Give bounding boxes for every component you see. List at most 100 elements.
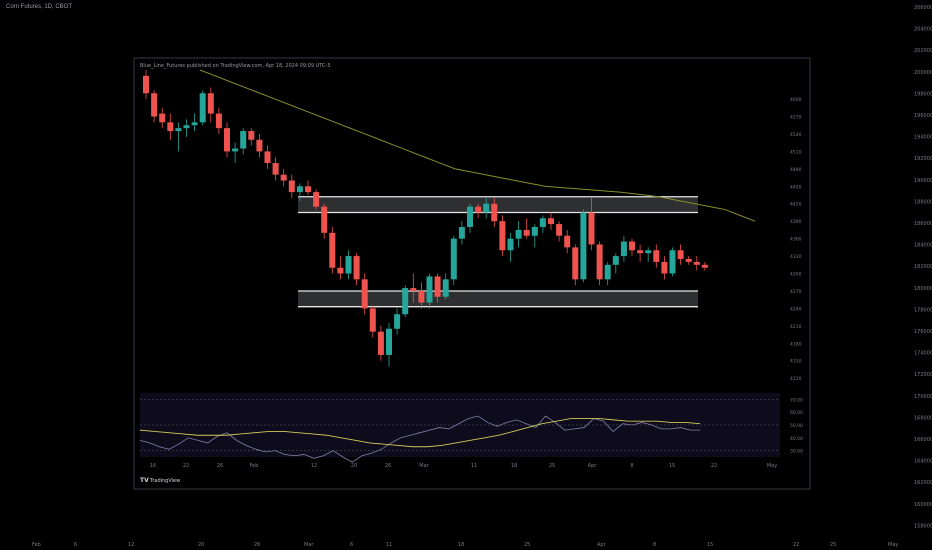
candle: [629, 238, 635, 257]
candle: [264, 145, 271, 169]
rsi-label: 40.00: [790, 436, 803, 442]
candle: [491, 197, 498, 227]
outer-time-label: 8: [653, 542, 656, 548]
candle: [159, 107, 166, 129]
candle: [288, 174, 295, 198]
outer-price-label: 168000: [914, 415, 932, 421]
candle: [612, 253, 619, 274]
rsi-line: [139, 415, 700, 463]
candle: [531, 224, 538, 248]
price-label: 4540: [790, 132, 802, 138]
outer-price-label: 188000: [914, 199, 932, 205]
candle: [685, 256, 692, 265]
outer-price-label: 206000: [914, 5, 932, 11]
outer-price-label: 192000: [914, 156, 932, 162]
outer-price-label: 202000: [914, 48, 932, 54]
price-label: 4240: [790, 306, 802, 312]
outer-time-label: 11: [386, 542, 392, 548]
candle: [418, 282, 425, 309]
inner-time-axis: 16 22 26 Feb 12 20 26 Mar 11 18 25 Apr 8 15 22 May: [150, 463, 777, 469]
outer-time-label: Apr: [597, 542, 607, 548]
outer-price-label: 172000: [914, 372, 932, 378]
price-label: 4270: [790, 289, 802, 295]
candle: [386, 322, 392, 367]
candle: [653, 244, 660, 268]
candle: [548, 212, 554, 230]
candle: [523, 218, 530, 239]
time-label: 20: [351, 463, 357, 469]
outer-price-axis: 206000 204000 202000 200000 198000 196000 1940…: [914, 5, 932, 529]
outer-time-label: 12: [128, 542, 134, 548]
candle: [175, 122, 182, 152]
price-axis: 4600 4570 4540 4510 4480 4450 4420 4390 4360 4330…: [790, 97, 802, 382]
candle: [337, 256, 344, 280]
price-label: 4150: [790, 359, 802, 365]
outer-price-label: 162000: [914, 480, 932, 486]
outer-time-label: 25: [524, 542, 530, 548]
candlesticks: [143, 70, 708, 367]
candle: [604, 261, 611, 286]
candle: [353, 253, 360, 286]
candle: [369, 305, 376, 338]
candle: [596, 241, 603, 286]
outer-time-label: May: [888, 542, 898, 548]
outer-time-label: 18: [458, 542, 464, 548]
candle: [313, 189, 320, 210]
price-label: 4210: [790, 324, 802, 330]
candle: [677, 244, 684, 265]
outer-price-label: 158000: [914, 523, 932, 529]
candle: [191, 113, 198, 132]
candle: [661, 256, 668, 280]
candle: [151, 90, 158, 123]
candle: [556, 221, 563, 242]
outer-price-label: 166000: [914, 437, 932, 443]
time-label: May: [767, 463, 777, 469]
outer-time-label: 22: [793, 542, 799, 548]
candle: [345, 250, 352, 280]
candle: [539, 215, 546, 233]
time-label: 18: [511, 463, 517, 469]
candle: [467, 203, 473, 233]
candle: [507, 232, 514, 262]
zone-fill: [298, 196, 698, 213]
zone-fill: [298, 290, 698, 307]
symbol-title: Corn Futures, 1D, CBOT: [6, 4, 73, 10]
brand-name: TradingView: [149, 478, 180, 484]
candle: [669, 247, 676, 277]
candle: [329, 227, 336, 274]
candle: [701, 261, 708, 271]
price-label: 4420: [790, 202, 802, 208]
outer-price-label: 190000: [914, 178, 932, 184]
candle: [693, 256, 700, 271]
time-label: Apr: [588, 463, 598, 469]
candle: [637, 244, 644, 262]
outer-price-label: 186000: [914, 221, 932, 227]
outer-price-label: 174000: [914, 351, 932, 357]
time-label: 25: [549, 463, 555, 469]
price-label: 4510: [790, 149, 802, 155]
rsi-label: 30.00: [790, 449, 803, 455]
candle: [240, 128, 247, 155]
rsi-axis: 70.00 60.00 50.00 40.00 30.00: [790, 397, 803, 454]
time-label: 22: [711, 463, 717, 469]
candle: [434, 273, 441, 303]
time-label: 16: [150, 463, 156, 469]
outer-time-label: Feb: [32, 542, 41, 548]
outer-price-label: 170000: [914, 394, 932, 400]
candle: [515, 221, 522, 248]
candle: [183, 119, 190, 137]
time-label: 11: [471, 463, 477, 469]
outer-price-label: 182000: [914, 264, 932, 270]
candle: [199, 90, 206, 126]
price-label: 4180: [790, 341, 802, 347]
rsi-ma-line: [139, 418, 701, 448]
outer-price-label: 164000: [914, 459, 932, 465]
candle: [272, 157, 279, 181]
candle: [588, 197, 595, 251]
outer-price-label: 198000: [914, 91, 932, 97]
candle: [442, 273, 449, 300]
outer-price-label: 204000: [914, 27, 932, 33]
outer-price-label: 180000: [914, 286, 932, 292]
outer-price-label: 200000: [914, 70, 932, 76]
price-label: 4570: [790, 115, 802, 121]
